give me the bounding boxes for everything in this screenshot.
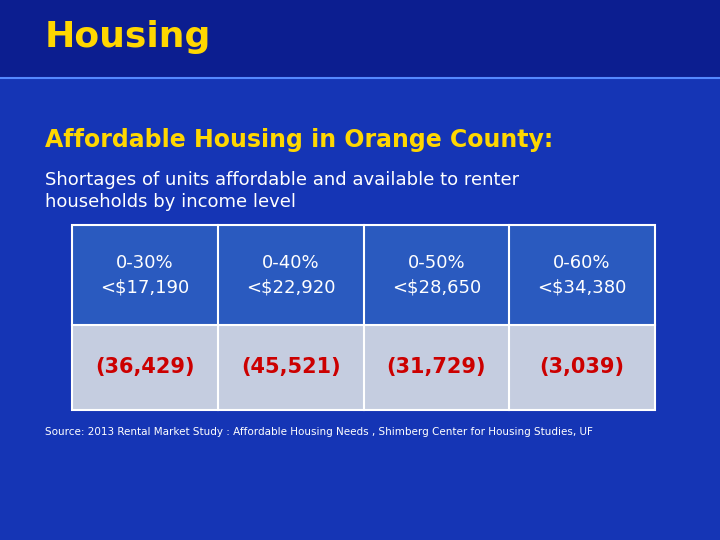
Bar bbox=[72, 225, 655, 325]
Text: 0-40%
<$22,920: 0-40% <$22,920 bbox=[246, 253, 336, 296]
Text: households by income level: households by income level bbox=[45, 193, 296, 211]
Bar bbox=[72, 325, 655, 410]
Text: 0-50%
<$28,650: 0-50% <$28,650 bbox=[392, 253, 481, 296]
Text: (3,039): (3,039) bbox=[539, 357, 625, 377]
Bar bbox=[0, 0, 720, 78]
Bar bbox=[72, 225, 655, 410]
Text: Housing: Housing bbox=[45, 21, 212, 55]
Text: Affordable Housing in Orange County:: Affordable Housing in Orange County: bbox=[45, 128, 553, 152]
Text: 0-30%
<$17,190: 0-30% <$17,190 bbox=[100, 253, 189, 296]
Text: (36,429): (36,429) bbox=[95, 357, 194, 377]
Text: (45,521): (45,521) bbox=[240, 357, 341, 377]
Text: Source: 2013 Rental Market Study : Affordable Housing Needs , Shimberg Center fo: Source: 2013 Rental Market Study : Affor… bbox=[45, 427, 593, 437]
Text: Shortages of units affordable and available to renter: Shortages of units affordable and availa… bbox=[45, 171, 519, 189]
Text: 0-60%
<$34,380: 0-60% <$34,380 bbox=[537, 253, 627, 296]
Text: (31,729): (31,729) bbox=[387, 357, 486, 377]
